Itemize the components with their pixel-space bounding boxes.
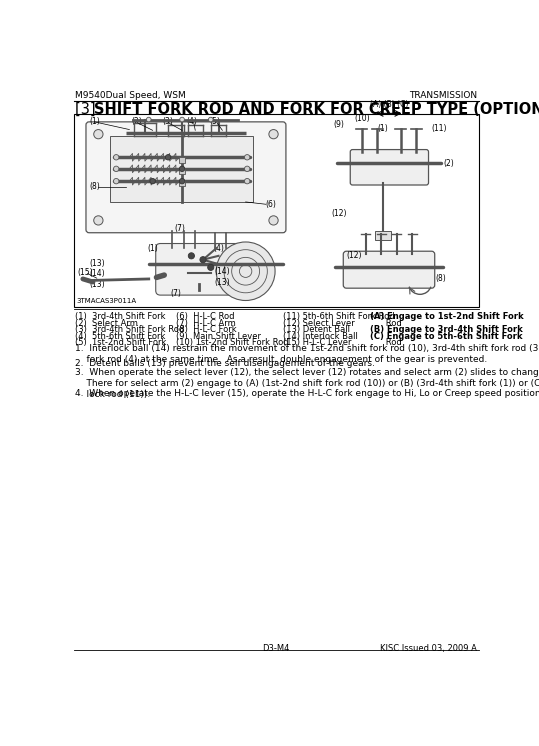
Text: Rod: Rod [370, 338, 402, 347]
FancyBboxPatch shape [86, 122, 286, 233]
Circle shape [245, 178, 250, 184]
Circle shape [269, 216, 278, 225]
Text: (3)  3rd-4th Shift Fork Rod: (3) 3rd-4th Shift Fork Rod [75, 325, 184, 334]
Text: (A) (B) (C): (A) (B) (C) [370, 100, 408, 109]
Text: [3]: [3] [75, 102, 105, 117]
Circle shape [114, 154, 119, 160]
Circle shape [245, 166, 250, 172]
Bar [375, 231, 391, 240]
Text: (8): (8) [89, 182, 100, 191]
Circle shape [150, 178, 155, 184]
Text: (12): (12) [347, 251, 362, 260]
Text: (4)  5th-6th Shift Fork: (4) 5th-6th Shift Fork [75, 332, 165, 341]
Circle shape [114, 178, 119, 184]
Text: (12) Select Lever: (12) Select Lever [283, 319, 355, 327]
FancyBboxPatch shape [156, 243, 250, 295]
Text: (B) Engage to 3rd-4th Shift Fork: (B) Engage to 3rd-4th Shift Fork [370, 325, 522, 334]
Text: (7): (7) [170, 289, 181, 298]
Text: (1): (1) [377, 125, 388, 134]
Text: (5)  1st-2nd Shift Fork: (5) 1st-2nd Shift Fork [75, 338, 167, 347]
Text: (11) 5th-6th Shift Fork Rod: (11) 5th-6th Shift Fork Rod [283, 312, 395, 321]
Circle shape [216, 242, 275, 301]
Text: D3-M4: D3-M4 [262, 644, 290, 653]
FancyBboxPatch shape [350, 150, 429, 185]
Text: (4): (4) [186, 116, 197, 125]
Text: (10) 1st-2nd Shift Fork Rod: (10) 1st-2nd Shift Fork Rod [176, 338, 288, 347]
Text: (11): (11) [432, 125, 447, 134]
Text: 1.  Interlock ball (14) restrain the movement of the 1st-2nd shift fork rod (10): 1. Interlock ball (14) restrain the move… [75, 345, 539, 365]
Text: (9)  Main Shift Lever: (9) Main Shift Lever [176, 332, 261, 341]
Text: (13): (13) [89, 280, 105, 289]
Text: (7)  H-L-C Arm: (7) H-L-C Arm [176, 319, 236, 327]
Text: SHIFT FORK ROD AND FORK FOR CREEP TYPE (OPTION): SHIFT FORK ROD AND FORK FOR CREEP TYPE (… [94, 102, 539, 117]
Circle shape [94, 130, 103, 139]
Circle shape [200, 257, 206, 263]
Circle shape [179, 117, 184, 122]
Text: (2)  Select Arm: (2) Select Arm [75, 319, 138, 327]
Bar [179, 168, 185, 175]
Circle shape [245, 154, 250, 160]
Text: (10): (10) [354, 114, 370, 123]
Bar [74, 114, 479, 307]
Text: (2): (2) [443, 159, 454, 168]
Text: (7): (7) [174, 224, 185, 233]
Text: (3): (3) [163, 116, 174, 125]
Circle shape [179, 166, 185, 172]
Circle shape [208, 264, 214, 271]
Text: KISC Issued 03, 2009 A: KISC Issued 03, 2009 A [381, 644, 478, 653]
Text: (14): (14) [89, 269, 105, 278]
Text: (13): (13) [215, 278, 230, 287]
Text: (14): (14) [215, 267, 230, 276]
Bar [179, 180, 185, 186]
Text: (14) Interlock Ball: (14) Interlock Ball [283, 332, 358, 341]
Text: (8): (8) [436, 275, 446, 283]
Text: (1): (1) [89, 116, 100, 125]
Circle shape [209, 117, 213, 122]
Circle shape [165, 154, 171, 160]
Text: (13): (13) [89, 259, 105, 268]
Text: (C) Engage to 5th-6th Shift Fork: (C) Engage to 5th-6th Shift Fork [370, 332, 522, 341]
Text: M9540Dual Speed, WSM: M9540Dual Speed, WSM [75, 91, 186, 100]
FancyBboxPatch shape [343, 251, 435, 288]
Circle shape [269, 130, 278, 139]
Text: 2.  Detent balls (13) prevent the self disengagement of the gears.: 2. Detent balls (13) prevent the self di… [75, 360, 375, 369]
Text: (2): (2) [132, 116, 142, 125]
Text: (A) Engage to 1st-2nd Shift Fork: (A) Engage to 1st-2nd Shift Fork [370, 312, 523, 321]
Text: (13) Detent Ball: (13) Detent Ball [283, 325, 350, 334]
Text: (6)  H-L-C Rod: (6) H-L-C Rod [176, 312, 234, 321]
Text: 3.  When operate the select lever (12), the select lever (12) rotates and select: 3. When operate the select lever (12), t… [75, 368, 539, 399]
Text: 3TMACAS3P011A: 3TMACAS3P011A [77, 298, 137, 304]
Text: (5): (5) [209, 116, 220, 125]
Text: (1)  3rd-4th Shift Fork: (1) 3rd-4th Shift Fork [75, 312, 165, 321]
Text: (4): (4) [213, 244, 224, 253]
Text: TRANSMISSION: TRANSMISSION [409, 91, 478, 100]
Circle shape [114, 166, 119, 172]
Text: 4.  When operate the H-L-C lever (15), operate the H-L-C fork engage to Hi, Lo o: 4. When operate the H-L-C lever (15), op… [75, 389, 539, 398]
Bar [179, 157, 185, 163]
Text: (9): (9) [333, 120, 344, 130]
Circle shape [188, 253, 195, 259]
Bar [110, 137, 253, 202]
Text: (1): (1) [147, 244, 158, 253]
Circle shape [147, 117, 151, 122]
Text: (8)  H-L-C Fork: (8) H-L-C Fork [176, 325, 237, 334]
Circle shape [94, 216, 103, 225]
Circle shape [179, 178, 185, 184]
Text: Rod: Rod [370, 319, 402, 327]
Text: (6): (6) [266, 200, 277, 209]
Text: (15) H-L-C Lever: (15) H-L-C Lever [283, 338, 351, 347]
Text: (12): (12) [331, 209, 347, 218]
Text: (15): (15) [78, 269, 93, 278]
